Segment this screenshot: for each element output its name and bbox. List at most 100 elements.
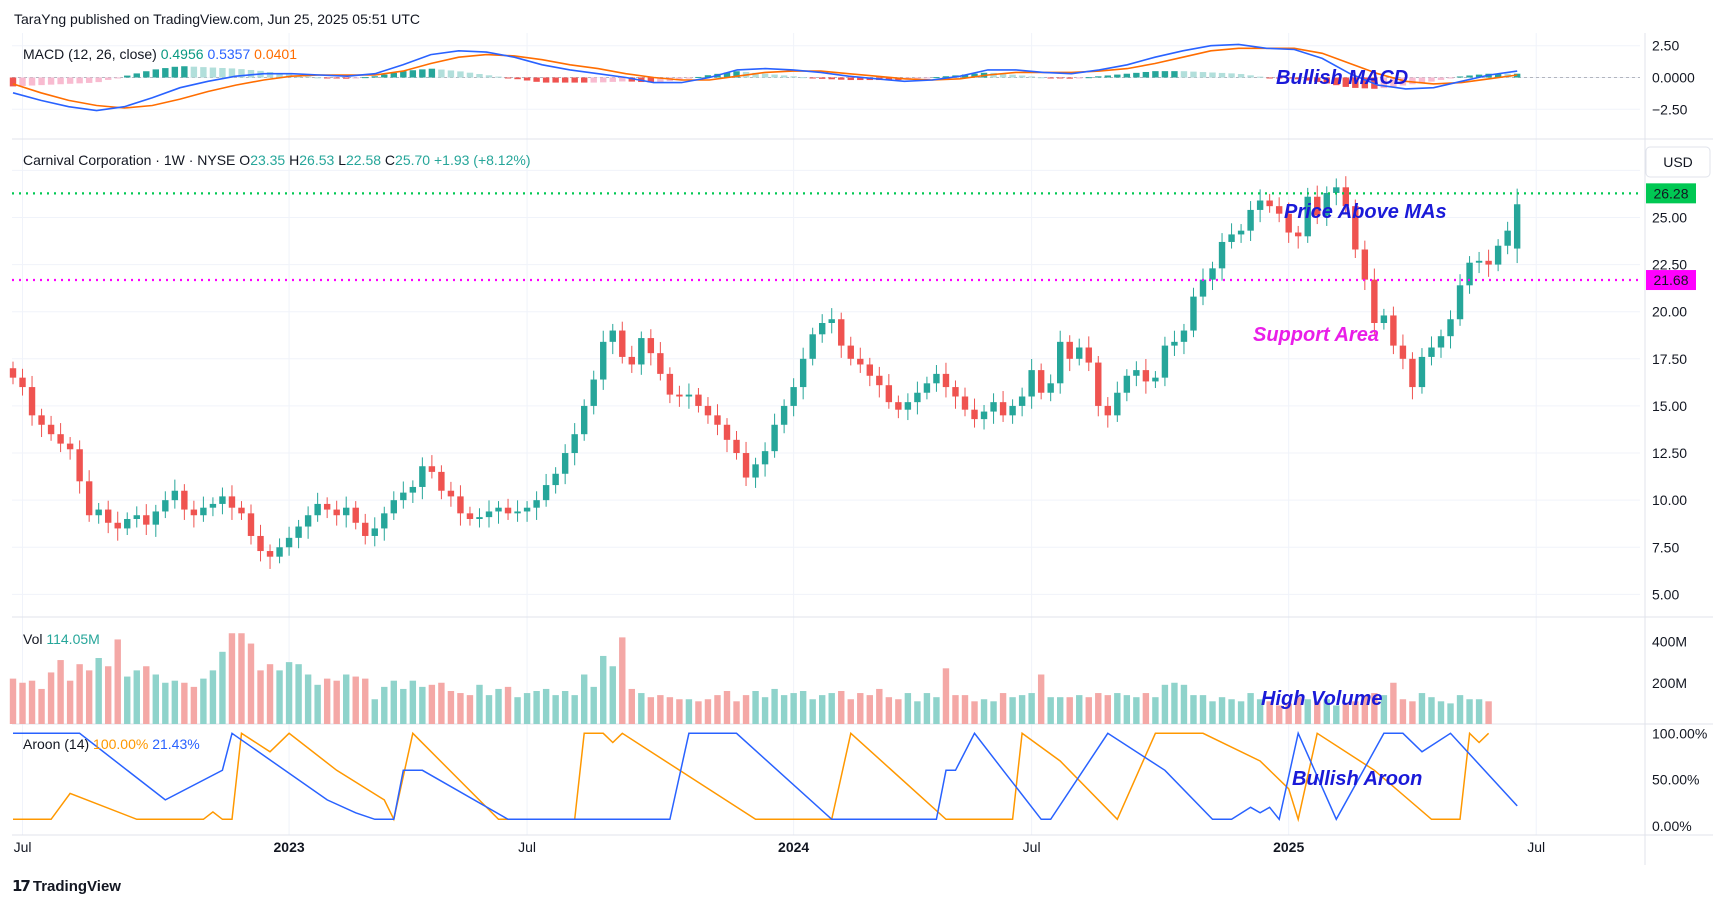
annotations: Bullish MACD Price Above MAs Support Area H… bbox=[1253, 67, 1447, 790]
candle-body bbox=[285, 537, 293, 548]
macd-hist-bar bbox=[1352, 77, 1359, 88]
macd-hist-bar bbox=[1180, 71, 1188, 78]
volume-bar bbox=[523, 693, 531, 724]
l-value: 22.58 bbox=[346, 152, 385, 168]
candle-body bbox=[971, 409, 978, 420]
macd-legend-macd: 0.4956 bbox=[161, 46, 208, 62]
volume-bar bbox=[57, 660, 64, 724]
candle-body bbox=[1295, 232, 1302, 237]
x-tick-label: Jul bbox=[1023, 839, 1041, 855]
macd-hist-bar bbox=[19, 77, 26, 86]
candle-body bbox=[552, 473, 559, 486]
macd-hist-bar bbox=[1104, 75, 1111, 78]
macd-hist-bar bbox=[66, 77, 74, 84]
volume-bar bbox=[961, 695, 969, 724]
volume-bar bbox=[1456, 695, 1464, 724]
candle-body bbox=[1304, 196, 1311, 237]
volume-bar bbox=[1275, 705, 1283, 724]
macd-hist-bar bbox=[95, 77, 102, 83]
macd-hist-bar bbox=[1418, 77, 1426, 83]
volume-bar bbox=[1285, 703, 1292, 724]
price-y-tick: 22.50 bbox=[1652, 257, 1687, 273]
volume-bar bbox=[1485, 701, 1492, 724]
candle-body bbox=[1418, 356, 1426, 388]
volume-bar bbox=[1428, 697, 1435, 724]
macd-hist-bar bbox=[362, 77, 369, 79]
candle-body bbox=[600, 341, 607, 380]
volume-bar bbox=[1076, 695, 1083, 724]
change-value: +1.93 (+8.12%) bbox=[434, 152, 531, 168]
volume-bar bbox=[76, 664, 83, 724]
volume-bar bbox=[1161, 684, 1169, 724]
macd-hist-bar bbox=[723, 72, 731, 78]
candle-body bbox=[1513, 204, 1521, 249]
macd-hist-bar bbox=[685, 77, 693, 79]
candle-body bbox=[752, 464, 759, 478]
candle-body bbox=[219, 496, 226, 504]
candle-body bbox=[1095, 362, 1102, 406]
candle-body bbox=[714, 415, 721, 425]
candle-body bbox=[904, 402, 912, 410]
volume-bar bbox=[895, 699, 902, 724]
candle-body bbox=[1009, 405, 1016, 416]
macd-hist-bar bbox=[1390, 77, 1397, 87]
volume-bar bbox=[695, 701, 702, 724]
candle-body bbox=[1190, 296, 1197, 331]
macd-panel bbox=[9, 43, 1640, 112]
volume-bar bbox=[914, 701, 921, 724]
support-price-label: 21.68 bbox=[1653, 272, 1688, 288]
volume-bar bbox=[476, 684, 483, 724]
macd-hist-bar bbox=[628, 77, 635, 82]
tradingview-logo[interactable]: 17 TradingView bbox=[12, 877, 121, 895]
candle-body bbox=[742, 453, 750, 478]
macd-hist-bar bbox=[1342, 77, 1349, 87]
volume-bar bbox=[866, 695, 873, 724]
volume-bar bbox=[1152, 697, 1159, 724]
candle-body bbox=[162, 500, 169, 512]
macd-hist-bar bbox=[1323, 77, 1330, 84]
macd-hist-bar bbox=[942, 76, 950, 78]
price-axis: 2.500.0000−2.5027.5025.0022.5020.0017.50… bbox=[1645, 38, 1711, 834]
volume-bar bbox=[657, 695, 664, 724]
candle-body bbox=[1228, 234, 1235, 242]
volume-bar bbox=[819, 695, 826, 724]
macd-hist-bar bbox=[209, 67, 217, 78]
macd-hist-bar bbox=[428, 68, 436, 78]
volume-bar bbox=[47, 672, 55, 724]
volume-bar bbox=[419, 686, 426, 724]
volume-bar bbox=[343, 674, 350, 724]
macd-hist-bar bbox=[676, 77, 683, 81]
macd-hist-bar bbox=[419, 69, 426, 78]
macd-hist-bar bbox=[914, 77, 921, 79]
resistance-price-label: 26.28 bbox=[1653, 185, 1688, 201]
candle-body bbox=[95, 509, 102, 516]
candle-body bbox=[485, 511, 493, 518]
volume-bar bbox=[980, 699, 988, 724]
volume-bar bbox=[1009, 697, 1016, 724]
volume-bar bbox=[733, 701, 740, 724]
candle-body bbox=[628, 356, 635, 365]
candle-body bbox=[314, 503, 321, 516]
macd-hist-bar bbox=[1076, 77, 1083, 79]
candle-body bbox=[647, 338, 655, 354]
volume-bar bbox=[247, 643, 255, 724]
macd-hist-bar bbox=[1057, 77, 1064, 79]
candle-body bbox=[685, 394, 693, 397]
macd-hist-bar bbox=[466, 72, 474, 78]
candle-body bbox=[504, 507, 512, 514]
macd-hist-bar bbox=[828, 77, 835, 80]
volume-bar bbox=[971, 701, 978, 724]
macd-hist-bar bbox=[1333, 77, 1340, 86]
macd-hist-bar bbox=[523, 77, 531, 81]
volume-y-tick: 400M bbox=[1652, 634, 1687, 650]
macd-hist-bar bbox=[143, 71, 150, 78]
volume-bar bbox=[752, 691, 759, 724]
candle-body bbox=[876, 375, 883, 386]
candle-body bbox=[542, 485, 550, 501]
macd-hist-bar bbox=[438, 69, 445, 78]
candle-body bbox=[276, 547, 283, 557]
candle-body bbox=[1057, 341, 1064, 384]
aroon-y-tick: 50.00% bbox=[1652, 772, 1699, 788]
aroon-up-line bbox=[13, 731, 1490, 823]
